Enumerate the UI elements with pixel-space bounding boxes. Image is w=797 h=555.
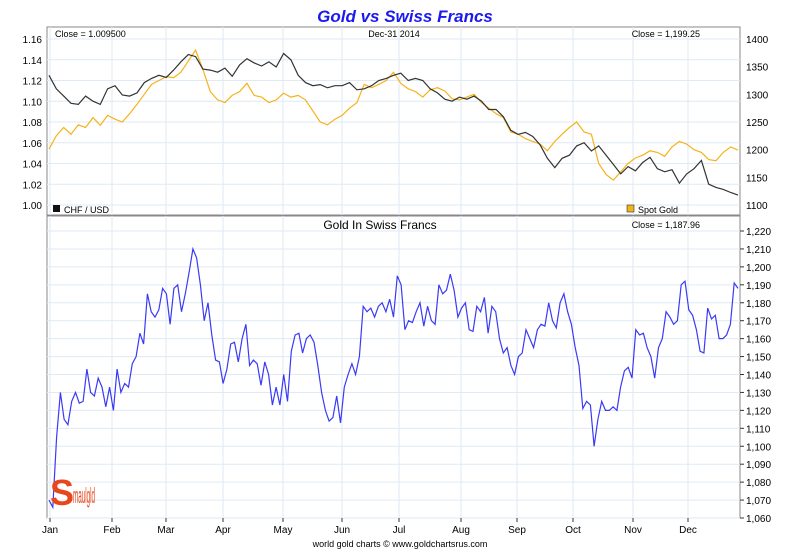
right-axis-tick-label: 1,170	[746, 317, 771, 328]
left-close-label: Close = 1.009500	[55, 29, 126, 39]
x-axis-tick-label: Mar	[157, 525, 175, 536]
right-axis-tick-label: 1,200	[746, 263, 771, 274]
footer-credit: world gold charts © www.goldchartsrus.co…	[312, 539, 488, 549]
right-axis-tick-label: 1,210	[746, 245, 771, 256]
series-line-gold-in-swiss-francs	[48, 246, 739, 510]
right-axis-tick-label: 1,160	[746, 335, 771, 346]
right-axis-tick-label: 1,220	[746, 227, 771, 238]
right-axis-tick-label: 1250	[746, 118, 769, 129]
legend-spot-gold: Spot Gold	[638, 205, 678, 215]
series-line-spot-gold	[48, 48, 739, 181]
left-axis-tick-label: 1.14	[23, 56, 43, 67]
right-axis-tick-label: 1200	[746, 146, 769, 157]
left-axis-tick-label: 1.12	[23, 77, 43, 88]
x-axis-tick-label: May	[274, 525, 293, 536]
left-axis-tick-label: 1.06	[23, 139, 43, 150]
x-axis-tick-label: Jun	[334, 525, 350, 536]
right-axis-tick-label: 1100	[746, 201, 768, 212]
right-axis-tick-label: 1,060	[746, 514, 771, 525]
right-axis-tick-label: 1300	[746, 90, 769, 101]
x-axis-tick-label: Aug	[452, 525, 470, 536]
left-axis-tick-label: 1.10	[23, 97, 43, 108]
series-line-chf-usd	[48, 52, 739, 196]
smaulgld-logo: S maulgld	[50, 472, 95, 513]
right-axis-tick-label: 1,140	[746, 371, 771, 382]
right-axis-tick-label: 1,070	[746, 496, 771, 507]
x-axis-tick-label: Apr	[215, 525, 231, 536]
bottom-panel: 1,060 1,070 1,080 1,090 1,100 1,110 1,120 1,130…	[42, 215, 771, 536]
chart-title: Gold vs Swiss Francs	[317, 7, 493, 26]
bottom-close-label: Close = 1,187.96	[632, 220, 700, 230]
right-axis-tick-label: 1,100	[746, 442, 771, 453]
right-axis-tick-label: 1,120	[746, 406, 771, 417]
svg-text:maulgld: maulgld	[73, 483, 95, 508]
bottom-title: Gold In Swiss Francs	[323, 218, 436, 232]
x-axis-tick-label: Feb	[103, 525, 121, 536]
right-axis-tick-label: 1,190	[746, 281, 771, 292]
x-axis-tick-label: Oct	[565, 525, 581, 536]
right-axis-tick-label: 1,150	[746, 353, 771, 364]
right-axis-tick-label: 1,180	[746, 299, 771, 310]
left-axis-tick-label: 1.16	[23, 35, 43, 46]
top-panel: 1.00 1.02 1.04 1.06 1.08 1.10 1.12 1.14 1.16 1100…	[23, 26, 769, 216]
x-axis-tick-label: Sep	[508, 525, 526, 536]
right-axis-tick-label: 1,130	[746, 388, 771, 399]
x-axis-tick-label: Jul	[393, 525, 406, 536]
x-axis-tick-label: Dec	[679, 525, 697, 536]
date-label: Dec-31 2014	[368, 29, 420, 39]
x-axis-tick-label: Jan	[42, 525, 58, 536]
bottom-plot-frame	[46, 215, 741, 519]
left-axis-tick-label: 1.00	[23, 201, 43, 212]
right-axis-tick-label: 1150	[746, 173, 768, 184]
right-close-label: Close = 1,199.25	[632, 29, 700, 39]
left-axis-tick-label: 1.02	[23, 180, 43, 191]
x-axis-tick-label: Nov	[624, 525, 642, 536]
right-axis-tick-label: 1,090	[746, 460, 771, 471]
left-axis-tick-label: 1.04	[23, 160, 43, 171]
right-axis-tick-label: 1400	[746, 35, 769, 46]
legend-swatch-gold	[626, 204, 635, 213]
right-axis-tick-label: 1,110	[746, 424, 771, 435]
right-axis-tick-label: 1350	[746, 63, 769, 74]
legend-swatch-chf	[53, 205, 60, 212]
right-axis-tick-label: 1,080	[746, 478, 771, 489]
top-plot-frame	[46, 26, 741, 216]
legend-chf-usd: CHF / USD	[64, 205, 110, 215]
left-axis-tick-label: 1.08	[23, 118, 43, 129]
svg-text:S: S	[50, 472, 74, 513]
